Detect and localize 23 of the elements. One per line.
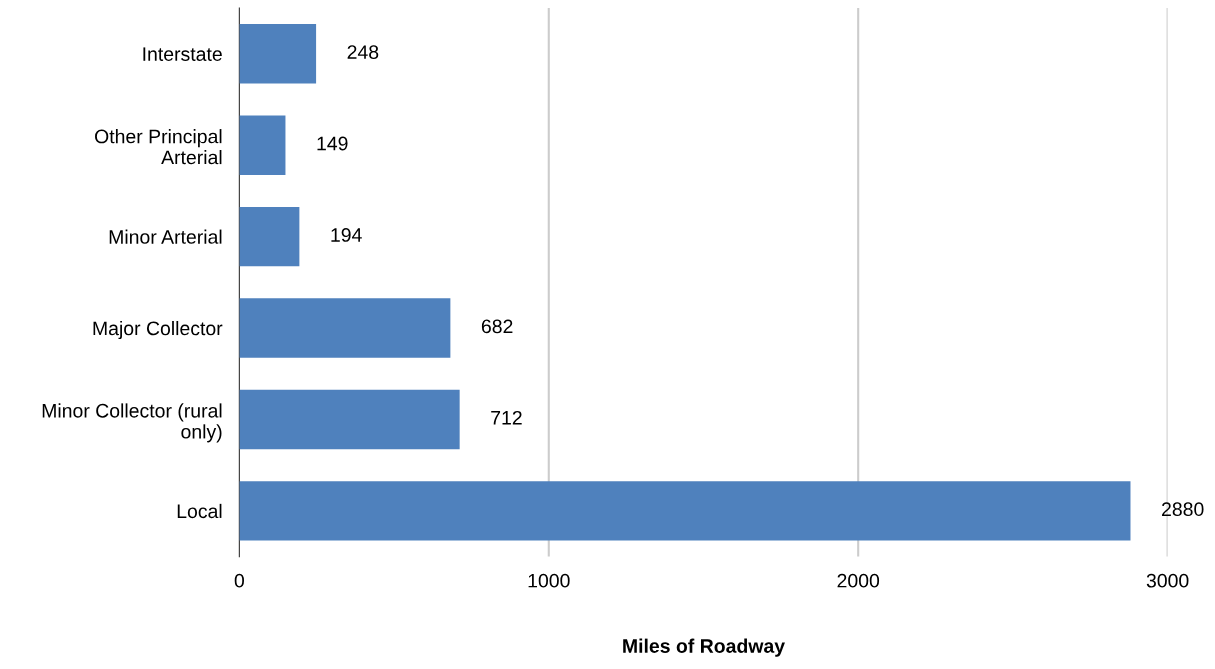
y-tick-label: Other Principal Arterial (95, 129, 222, 165)
data-label: 712 (491, 410, 522, 425)
bar (239, 298, 451, 358)
x-tick-label: 0 (234, 573, 244, 588)
bar (239, 206, 300, 267)
data-label: 149 (317, 136, 348, 151)
x-tick-label: 3000 (1146, 573, 1189, 588)
y-tick-label: Major Collector (93, 320, 223, 340)
y-tick-label: Minor Collector (rural only) (42, 403, 222, 443)
y-tick-label: Local (177, 503, 222, 519)
bar (239, 481, 1131, 541)
data-label: 194 (331, 228, 362, 242)
data-label: 682 (481, 319, 513, 334)
y-tick-label: Interstate (143, 47, 222, 61)
x-tick-label: 1000 (528, 573, 570, 588)
bar (239, 24, 317, 84)
data-label: 248 (347, 45, 379, 59)
x-tick-label: 2000 (837, 573, 880, 588)
x-axis-title: Miles of Roadway (623, 638, 785, 657)
data-label: 2880 (1162, 502, 1204, 517)
y-tick-label: Minor Arterial (109, 229, 222, 244)
bar (239, 389, 460, 450)
bar (239, 115, 286, 175)
